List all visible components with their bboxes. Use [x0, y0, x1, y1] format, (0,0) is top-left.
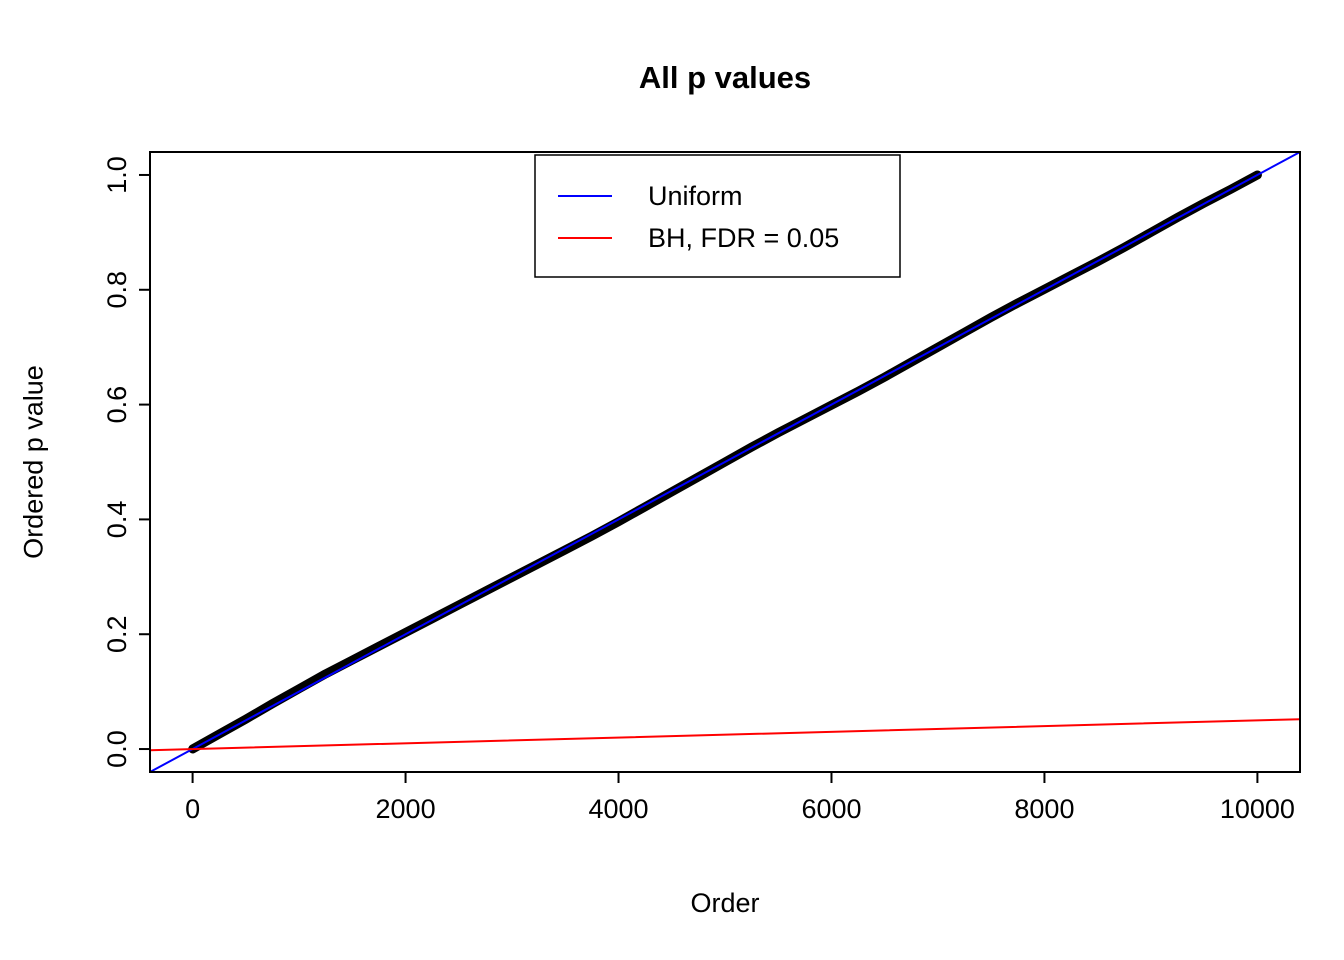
y-tick-label: 0.4 [102, 501, 132, 539]
x-tick-label: 6000 [801, 794, 861, 824]
x-tick-label: 4000 [588, 794, 648, 824]
y-tick-label: 1.0 [102, 156, 132, 194]
legend-label: Uniform [648, 181, 743, 211]
legend-entry: Uniform [558, 181, 743, 211]
x-tick-label: 0 [185, 794, 200, 824]
legend-entry: BH, FDR = 0.05 [558, 223, 839, 253]
series-group [150, 152, 1300, 772]
plot-box [149, 151, 1301, 773]
y-tick-label: 0.0 [102, 730, 132, 768]
x-axis-label: Order [690, 888, 760, 918]
y-tick-label: 0.2 [102, 615, 132, 653]
legend-label: BH, FDR = 0.05 [648, 223, 839, 253]
y-tick-label: 0.6 [102, 386, 132, 424]
x-tick-label: 2000 [376, 794, 436, 824]
x-tick-label: 10000 [1220, 794, 1295, 824]
series-line-bh-fdr-0-05 [150, 718, 1300, 752]
chart-title: All p values [638, 60, 812, 95]
x-tick-label: 8000 [1014, 794, 1074, 824]
legend: Uniform BH, FDR = 0.05 [534, 154, 901, 278]
legend-box [534, 154, 901, 278]
y-tick-label: 0.8 [102, 271, 132, 309]
series-line-uniform [150, 152, 1300, 772]
